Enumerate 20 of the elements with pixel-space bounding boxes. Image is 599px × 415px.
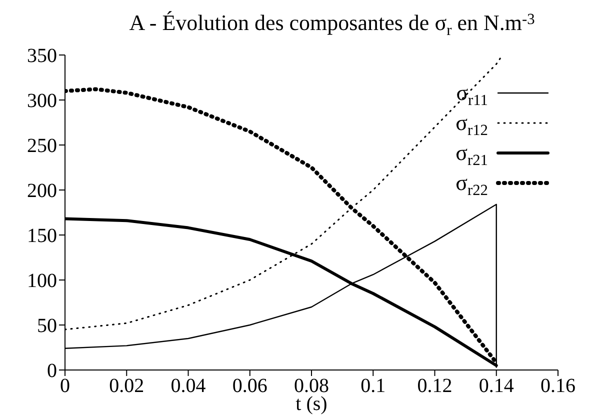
- chart-title: A - Évolution des composantes de σ$_{r}$ en N.m$^{-3}$: [129, 10, 536, 38]
- x-tick-label: 0.04: [170, 375, 206, 398]
- y-tick-label: 50: [37, 315, 57, 338]
- legend-label: σ$_{r21}$: [456, 140, 488, 168]
- y-tick-label: 350: [27, 45, 57, 68]
- x-tick-label: 0.02: [109, 375, 144, 398]
- x-tick-label: 0.12: [417, 375, 452, 398]
- legend-label: σ$_{r11}$: [456, 80, 488, 108]
- legend-label: σ$_{r12}$: [456, 110, 488, 138]
- y-tick-label: 250: [27, 135, 57, 158]
- x-tick-label: 0.14: [478, 375, 514, 398]
- y-tick-label: 150: [27, 225, 57, 248]
- y-tick-label: 100: [27, 270, 57, 292]
- x-tick-label: 0.16: [540, 375, 576, 398]
- legend-label: σ$_{r22}$: [456, 170, 488, 198]
- x-tick-label: 0.06: [232, 375, 268, 398]
- x-tick-label: 0.1: [360, 375, 386, 398]
- y-tick-label: 200: [27, 180, 57, 202]
- y-tick-label: 0: [47, 360, 57, 382]
- y-tick-label: 300: [27, 90, 57, 112]
